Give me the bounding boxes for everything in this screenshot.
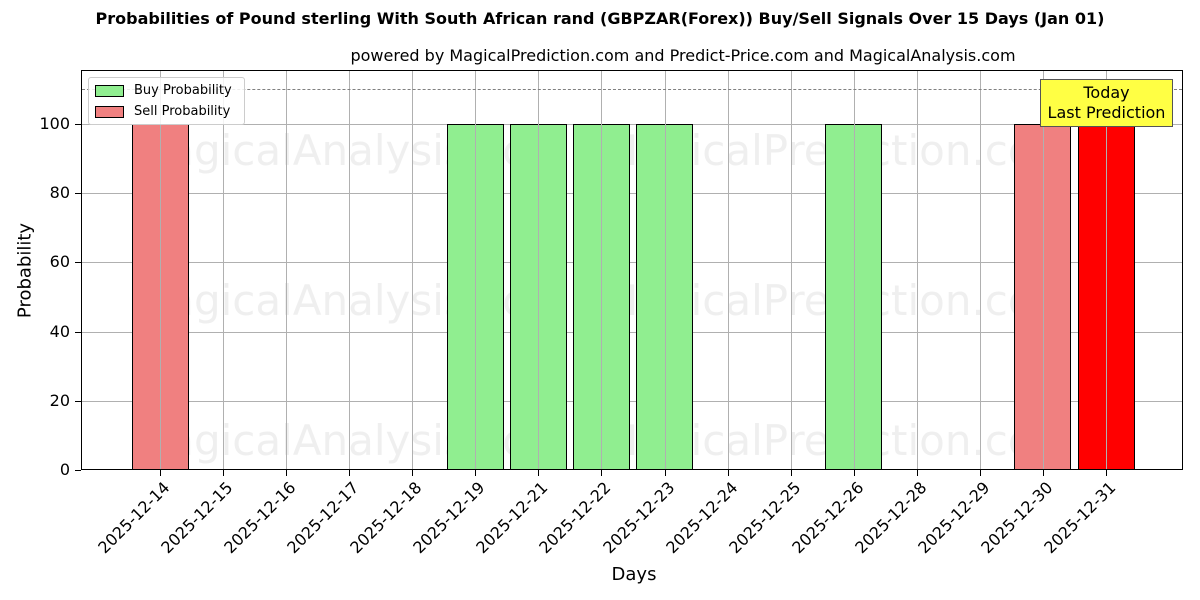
x-tick	[916, 470, 918, 476]
grid-line-h	[82, 331, 1182, 333]
y-tick	[75, 331, 81, 333]
legend-label-buy: Buy Probability	[134, 83, 232, 98]
x-tick	[538, 470, 540, 476]
grid-line-v	[538, 71, 540, 469]
y-tick	[75, 262, 81, 264]
y-tick-label: 60	[49, 252, 70, 272]
chart-title: Probabilities of Pound sterling With Sou…	[95, 9, 1105, 28]
grid-line-h	[82, 193, 1182, 195]
x-tick	[664, 470, 666, 476]
x-tick	[853, 470, 855, 476]
sell-swatch-icon	[95, 105, 124, 118]
legend: Buy Probability Sell Probability	[88, 77, 245, 125]
grid-line-h	[82, 262, 1182, 264]
y-tick-label: 20	[49, 390, 70, 410]
grid-line-v	[286, 71, 288, 469]
annotation-line-2: Last Prediction	[1047, 103, 1166, 122]
legend-item-buy: Buy Probability	[95, 83, 232, 98]
annotation-line-1: Today	[1083, 83, 1130, 102]
x-tick	[349, 470, 351, 476]
x-tick	[727, 470, 729, 476]
grid-line-v	[727, 71, 729, 469]
grid-line-v	[349, 71, 351, 469]
chart-subtitle: powered by MagicalPrediction.com and Pre…	[350, 46, 1016, 65]
y-tick	[75, 193, 81, 195]
y-tick	[75, 400, 81, 402]
grid-line-v	[475, 71, 477, 469]
grid-line-v	[1106, 71, 1108, 469]
grid-line-v	[601, 71, 603, 469]
grid-line-v	[223, 71, 225, 469]
today-annotation: Today Last Prediction	[1040, 79, 1173, 127]
legend-item-sell: Sell Probability	[95, 104, 230, 119]
y-tick-label: 0	[59, 460, 70, 479]
grid-line-v	[664, 71, 666, 469]
reference-line	[82, 89, 1182, 91]
x-axis-title: Days	[611, 564, 657, 585]
x-tick	[1042, 470, 1044, 476]
grid-line-v	[979, 71, 981, 469]
grid-line-v	[1042, 71, 1044, 469]
x-tick	[1106, 470, 1108, 476]
grid-line-h	[82, 400, 1182, 402]
legend-label-sell: Sell Probability	[134, 104, 231, 119]
y-tick-label: 40	[49, 321, 70, 341]
grid-line-v	[412, 71, 414, 469]
grid-line-v	[853, 71, 855, 469]
x-tick	[223, 470, 225, 476]
y-tick-label: 80	[49, 183, 70, 203]
grid-line-h	[82, 124, 1182, 125]
x-tick	[601, 470, 603, 476]
y-tick	[75, 470, 81, 471]
buy-swatch-icon	[95, 84, 124, 97]
x-tick	[286, 470, 288, 476]
y-tick-label: 100	[39, 114, 70, 133]
x-tick	[160, 470, 161, 476]
grid-line-v	[790, 71, 792, 469]
grid-line-v	[160, 71, 161, 469]
grid-line-v	[916, 71, 918, 469]
x-tick	[790, 470, 792, 476]
x-tick	[979, 470, 981, 476]
x-tick	[412, 470, 414, 476]
y-tick	[75, 124, 81, 125]
x-tick	[475, 470, 477, 476]
plot-area: MagicalAnalysis.comMagicalPrediction.com…	[81, 70, 1183, 470]
